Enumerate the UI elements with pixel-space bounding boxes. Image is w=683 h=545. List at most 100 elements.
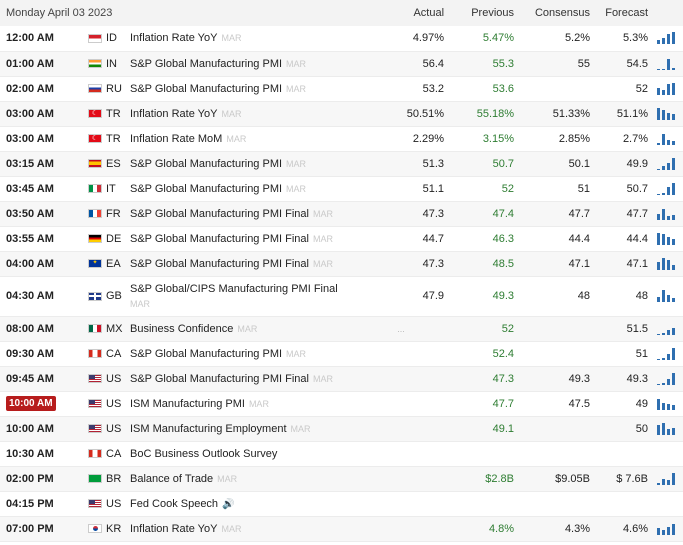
event-name-link[interactable]: BoC Business Outlook Survey [130,447,278,460]
country-cell[interactable]: ID [88,26,130,51]
event-cell[interactable]: Inflation Rate MoM MAR [130,126,358,151]
table-row[interactable]: 04:00 AM ✦ EA S&P Global Manufacturing PMI … [0,251,683,276]
event-cell[interactable]: ISM Manufacturing PMI MAR [130,391,358,416]
event-cell[interactable]: S&P Global Manufacturing PMI Final MAR [130,251,358,276]
country-cell[interactable]: FR [88,201,130,226]
mini-bar-chart-icon[interactable] [656,257,677,270]
event-cell[interactable]: ISM Manufacturing Employment MAR [130,416,358,441]
country-cell[interactable]: US [88,391,130,416]
event-name-link[interactable]: ISM Manufacturing PMI [130,397,245,410]
sparkline-cell[interactable] [650,276,683,316]
col-forecast[interactable]: Forecast [605,7,649,19]
sparkline-cell[interactable] [650,316,683,341]
event-cell[interactable]: Inflation Rate YoY MAR [130,101,358,126]
event-name-link[interactable]: Inflation Rate YoY [130,522,218,535]
table-row[interactable]: 12:00 AM ID Inflation Rate YoY MAR 4.97% 5.47… [0,26,683,51]
table-row[interactable]: 09:30 AM CA S&P Global Manufacturing PMI MA… [0,341,683,366]
mini-bar-chart-icon[interactable] [656,398,677,410]
country-cell[interactable]: US [88,491,130,516]
mini-bar-chart-icon[interactable] [656,372,677,385]
sparkline-cell[interactable] [650,516,683,541]
sparkline-cell[interactable] [650,51,683,76]
event-cell[interactable]: S&P Global Manufacturing PMI MAR [130,76,358,101]
country-cell[interactable]: CA [88,341,130,366]
table-row[interactable]: 10:30 AM CA BoC Business Outlook Survey [0,441,683,466]
event-name-link[interactable]: S&P Global Manufacturing PMI [130,182,283,195]
event-name-link[interactable]: Inflation Rate YoY [130,32,218,45]
table-row[interactable]: 10:00 AM US ISM Manufacturing Employment MA… [0,416,683,441]
country-cell[interactable]: ✦ EA [88,251,130,276]
sparkline-cell[interactable] [650,101,683,126]
event-name-link[interactable]: Balance of Trade [130,472,214,485]
country-cell[interactable]: GB [88,276,130,316]
country-cell[interactable]: RU [88,76,130,101]
country-cell[interactable]: IN [88,51,130,76]
event-cell[interactable]: Balance of Trade MAR [130,466,358,491]
mini-bar-chart-icon[interactable] [656,523,677,535]
event-cell[interactable]: S&P Global Manufacturing PMI Final MAR [130,226,358,251]
sparkline-cell[interactable] [650,226,683,251]
table-row[interactable]: 03:55 AM DE S&P Global Manufacturing PMI F… [0,226,683,251]
event-cell[interactable]: Fed Cook Speech 🔊 [130,491,358,516]
sparkline-cell[interactable] [650,176,683,201]
sparkline-cell[interactable] [650,251,683,276]
event-name-link[interactable]: Fed Cook Speech [130,497,219,510]
event-cell[interactable]: BoC Business Outlook Survey [130,441,358,466]
table-row[interactable]: 01:00 AM IN S&P Global Manufacturing PMI MA… [0,51,683,76]
event-name-link[interactable]: S&P Global Manufacturing PMI Final [130,372,309,385]
col-previous[interactable]: Previous [471,7,515,19]
country-cell[interactable]: ☾ TR [88,101,130,126]
event-cell[interactable]: S&P Global Manufacturing PMI Final MAR [130,201,358,226]
country-cell[interactable]: MX [88,316,130,341]
sparkline-cell[interactable] [650,126,683,151]
table-row[interactable]: 02:00 PM BR Balance of Trade MAR $2.8B $9.05B… [0,466,683,491]
event-cell[interactable]: Business Confidence MAR [130,316,358,341]
event-cell[interactable]: S&P Global Manufacturing PMI Final MAR [130,366,358,391]
mini-bar-chart-icon[interactable] [656,82,677,95]
table-row[interactable]: 03:00 AM ☾ TR Inflation Rate MoM MAR 2.29% 3.1… [0,126,683,151]
event-cell[interactable]: S&P Global Manufacturing PMI MAR [130,176,358,201]
event-name-link[interactable]: S&P Global Manufacturing PMI [130,57,283,70]
col-consensus[interactable]: Consensus [534,7,591,19]
country-cell[interactable]: US [88,416,130,441]
country-cell[interactable]: IT [88,176,130,201]
table-row[interactable]: 10:00 AM US ISM Manufacturing PMI MAR 47.7 47… [0,391,683,416]
country-cell[interactable]: ☾ TR [88,126,130,151]
event-name-link[interactable]: S&P Global Manufacturing PMI [130,347,283,360]
sparkline-cell[interactable] [650,76,683,101]
mini-bar-chart-icon[interactable] [656,290,677,303]
table-row[interactable]: 03:00 AM ☾ TR Inflation Rate YoY MAR 50.51% 55… [0,101,683,126]
sparkline-cell[interactable] [650,26,683,51]
mini-bar-chart-icon[interactable] [656,58,677,70]
event-name-link[interactable]: Inflation Rate YoY [130,107,218,120]
country-cell[interactable]: DE [88,226,130,251]
table-row[interactable]: 04:15 PM US Fed Cook Speech 🔊 [0,491,683,516]
table-row[interactable]: 04:30 AM GB S&P Global/CIPS Manufacturing … [0,276,683,316]
table-row[interactable]: 03:50 AM FR S&P Global Manufacturing PMI F… [0,201,683,226]
event-cell[interactable]: S&P Global/CIPS Manufacturing PMI Final M… [130,276,358,316]
mini-bar-chart-icon[interactable] [656,157,677,170]
sparkline-cell[interactable] [650,201,683,226]
mini-bar-chart-icon[interactable] [656,107,677,120]
mini-bar-chart-icon[interactable] [656,472,677,485]
table-row[interactable]: 03:15 AM ES S&P Global Manufacturing PMI MA… [0,151,683,176]
country-cell[interactable]: CA [88,441,130,466]
table-row[interactable]: 02:00 AM RU S&P Global Manufacturing PMI MA… [0,76,683,101]
table-row[interactable]: 08:00 AM MX Business Confidence MAR... 52 51.… [0,316,683,341]
country-cell[interactable]: ES [88,151,130,176]
country-cell[interactable]: KR [88,516,130,541]
mini-bar-chart-icon[interactable] [656,32,677,45]
country-cell[interactable]: BR [88,466,130,491]
sparkline-cell[interactable] [650,466,683,491]
mini-bar-chart-icon[interactable] [656,232,677,245]
event-name-link[interactable]: S&P Global Manufacturing PMI Final [130,232,309,245]
event-cell[interactable]: Inflation Rate YoY MAR [130,26,358,51]
mini-bar-chart-icon[interactable] [656,133,677,145]
sparkline-cell[interactable] [650,151,683,176]
event-name-link[interactable]: S&P Global Manufacturing PMI [130,82,283,95]
event-cell[interactable]: S&P Global Manufacturing PMI MAR [130,341,358,366]
event-cell[interactable]: S&P Global Manufacturing PMI MAR [130,51,358,76]
sparkline-cell[interactable] [650,416,683,441]
sparkline-cell[interactable] [650,391,683,416]
country-cell[interactable]: US [88,366,130,391]
